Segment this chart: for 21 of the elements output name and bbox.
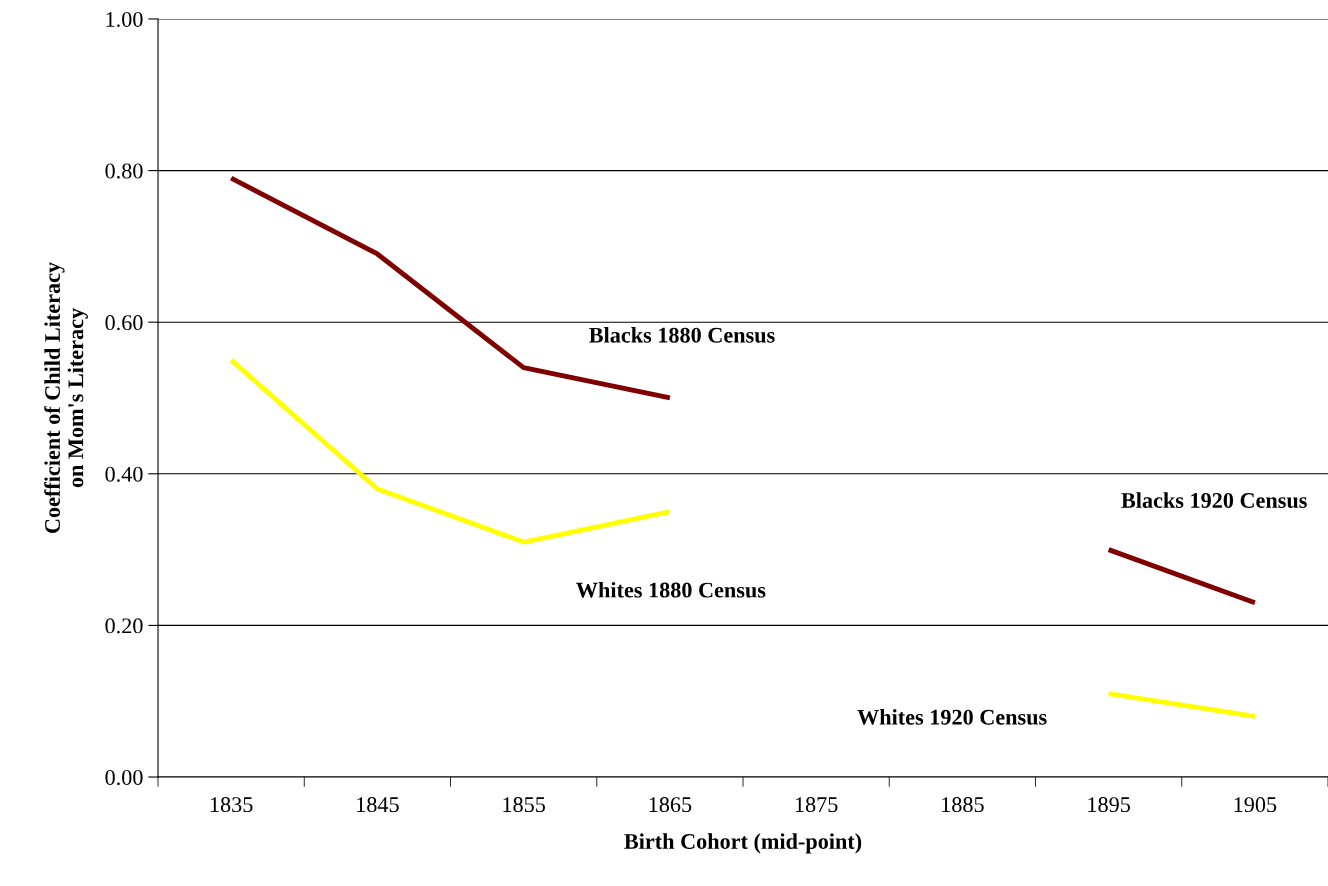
x-tick-label: 1855: [503, 797, 545, 813]
y-tick-label: 0.00: [105, 769, 143, 786]
x-axis-title: Birth Cohort (mid-point): [624, 833, 862, 854]
y-tick-label: 0.40: [105, 466, 143, 482]
y-axis-title: Coefficient of Child Literacy on Mom's Literacy: [44, 262, 88, 533]
x-tick-label: 1885: [942, 797, 984, 813]
line-series: [228, 357, 673, 545]
text: Whites 1920 Census: [857, 709, 1047, 725]
x-tick-label: 1865: [649, 797, 692, 813]
series-label: Blacks 1920 Census: [1121, 492, 1307, 508]
x-tick-label: 1905: [1234, 797, 1277, 813]
y-tick-label: 1.00: [106, 11, 143, 27]
y-tick-label: 0.20: [105, 618, 143, 634]
x-tick-label: 1835: [210, 797, 253, 813]
x-tick-label: 1845: [357, 797, 399, 813]
series-label: Blacks 1880 Census: [589, 327, 775, 343]
y-tick-label: 0.60: [105, 315, 143, 331]
x-tick-label: 1875: [795, 797, 838, 813]
y-tick-label: 0.80: [105, 163, 143, 179]
text: Whites 1880 Census: [576, 581, 766, 598]
x-tick-label: 1895: [1088, 797, 1130, 813]
